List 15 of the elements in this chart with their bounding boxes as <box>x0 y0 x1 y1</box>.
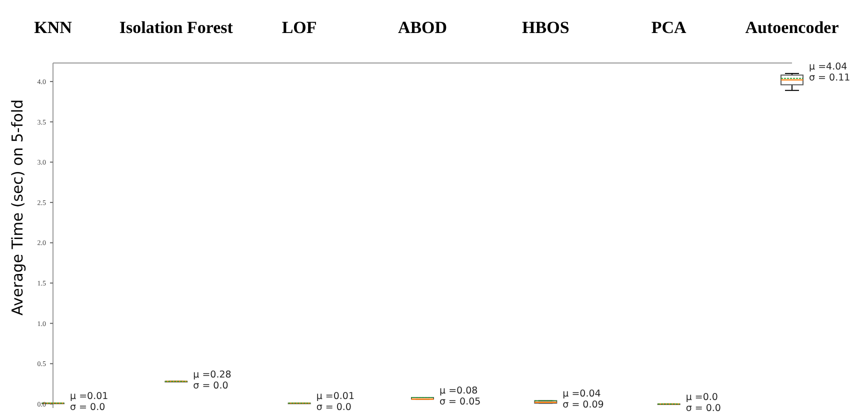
x-tick-label: PCA <box>651 18 688 37</box>
annotation: μ =0.08 σ = 0.05 <box>440 386 481 408</box>
x-tick-label: KNN <box>34 18 73 37</box>
x-tick-label: Isolation Forest <box>119 18 234 37</box>
annotation: μ =0.01 σ = 0.0 <box>70 391 108 414</box>
annotation: μ =0.04 σ = 0.09 <box>562 388 604 411</box>
annotation: μ =0.01 σ = 0.0 <box>316 391 355 414</box>
y-axis-title: Average Time (sec) on 5-fold <box>8 99 26 316</box>
x-tick-label: LOF <box>282 18 317 37</box>
annotation: μ =0.28 σ = 0.0 <box>193 369 232 392</box>
x-tick-label: ABOD <box>398 18 448 37</box>
annotation: μ =0.0 σ = 0.0 <box>686 392 721 414</box>
annotation: μ =4.04 σ = 0.11 <box>809 61 850 84</box>
x-tick-label: HBOS <box>522 18 570 37</box>
x-tick-label: Autoencoder <box>745 18 840 37</box>
